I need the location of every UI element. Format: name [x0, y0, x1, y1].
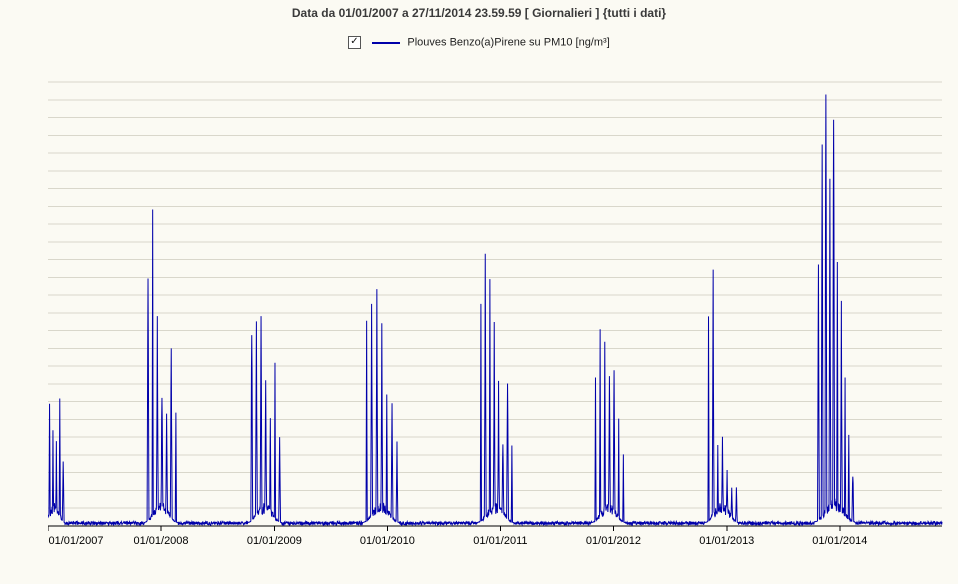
svg-text:01/01/2012: 01/01/2012 [586, 535, 641, 547]
svg-text:01/01/2011: 01/01/2011 [473, 535, 527, 547]
legend-line-sample [372, 42, 400, 44]
chart-title: Data da 01/01/2007 a 27/11/2014 23.59.59… [0, 6, 958, 20]
svg-text:01/01/2008: 01/01/2008 [133, 535, 188, 547]
chart-container: Data da 01/01/2007 a 27/11/2014 23.59.59… [0, 0, 958, 584]
chart-svg: 00.511.522.533.544.555.566.577.588.599.5… [48, 64, 948, 574]
legend-label: Plouves Benzo(a)Pirene su PM10 [ng/m³] [407, 36, 609, 48]
svg-text:01/01/2013: 01/01/2013 [699, 535, 754, 547]
svg-text:01/01/2014: 01/01/2014 [812, 535, 867, 547]
svg-text:01/01/2010: 01/01/2010 [360, 535, 415, 547]
svg-text:01/01/2009: 01/01/2009 [247, 535, 302, 547]
legend: Plouves Benzo(a)Pirene su PM10 [ng/m³] [0, 36, 958, 49]
legend-checkbox[interactable] [348, 36, 361, 49]
svg-text:01/01/2007: 01/01/2007 [48, 535, 103, 547]
plot-area: 00.511.522.533.544.555.566.577.588.599.5… [48, 64, 948, 550]
